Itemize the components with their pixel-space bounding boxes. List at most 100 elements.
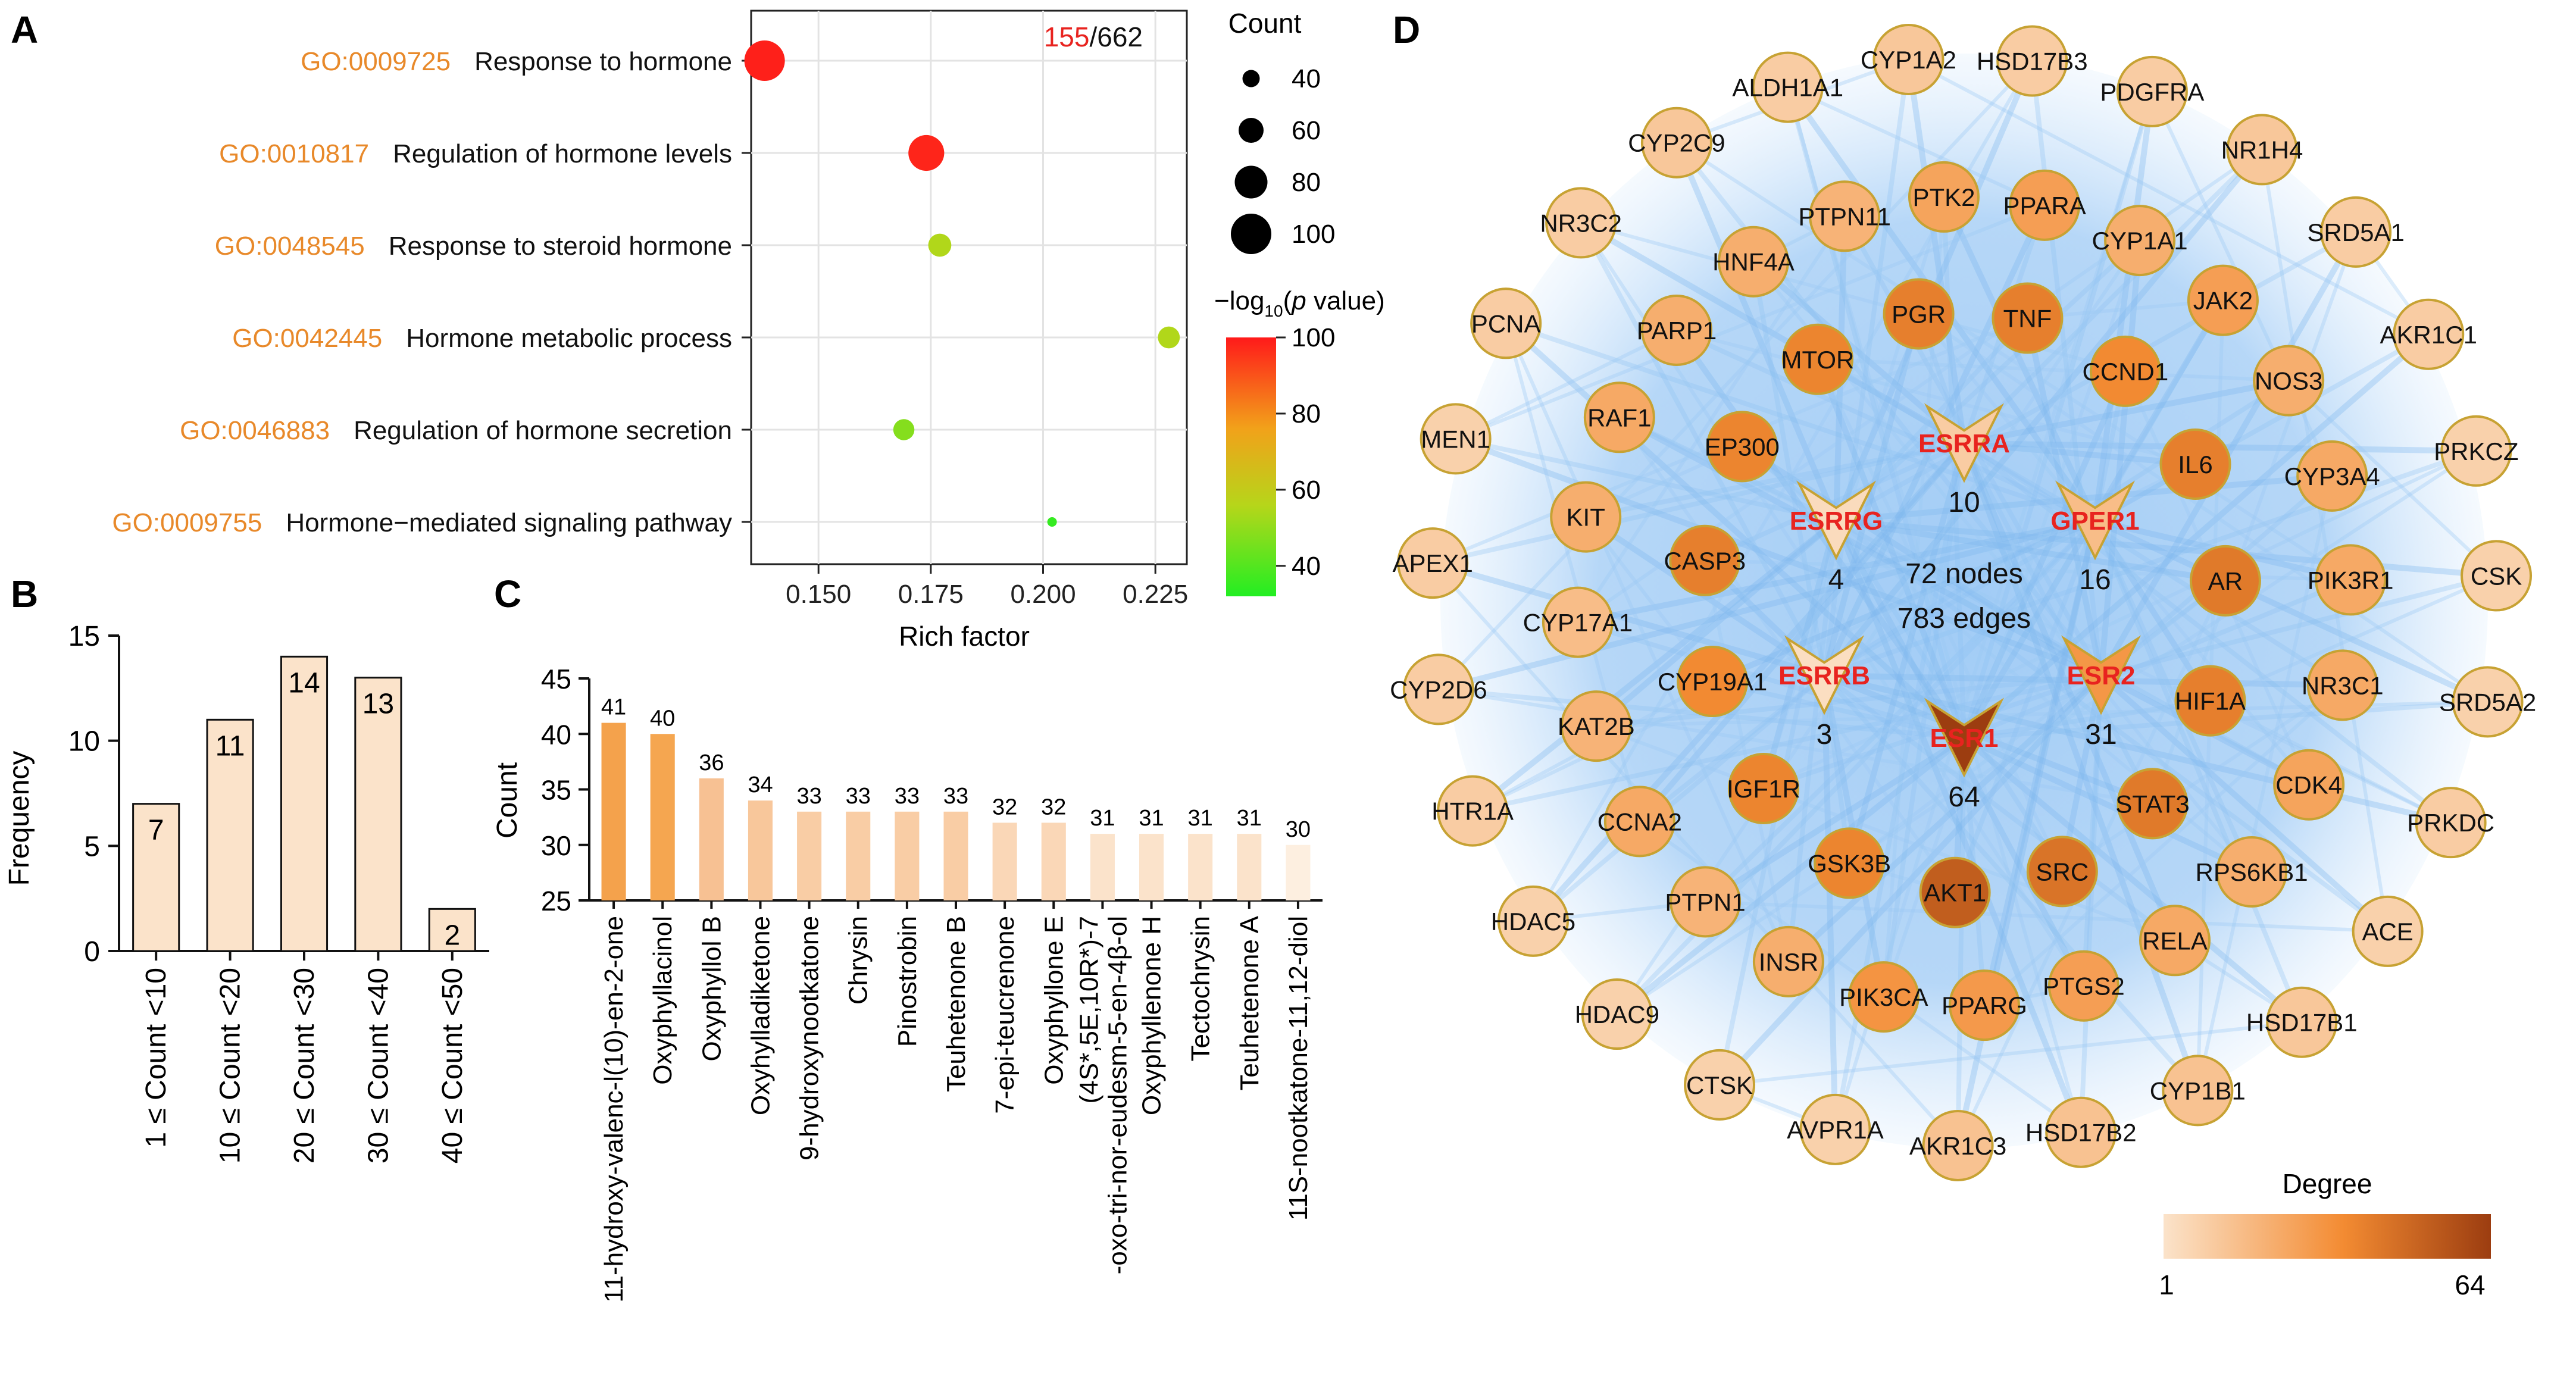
network-edge <box>1881 443 1967 997</box>
compound-bar <box>943 811 968 900</box>
network-edge <box>1822 673 2177 943</box>
panel-c-axes: 25 30 35 40 45 11-hydroxy-valenc-l(10)-en-2-o… <box>541 664 1323 1303</box>
network-node-label: CTSK <box>1686 1071 1753 1099</box>
go-term-label: GO:0010817 Regulation of hormone levels <box>219 139 732 168</box>
network-edge <box>1675 141 2352 581</box>
network-edge <box>2196 476 2334 1091</box>
bar-value-label: 2 <box>444 919 460 951</box>
network-node <box>2162 1055 2234 1127</box>
network-edge <box>1836 518 2226 584</box>
network-node-label: AKR1C1 <box>2380 321 2477 349</box>
size-legend-label: 40 <box>1292 64 1321 93</box>
size-legend-label: 60 <box>1292 116 1321 145</box>
panel-a-x-axis: 0.150 0.175 0.200 0.225 <box>742 60 1188 609</box>
network-node <box>1603 786 1675 858</box>
degree-legend-bar <box>2164 1214 2491 1259</box>
network-edge <box>1821 675 1839 1130</box>
network-node <box>2216 836 2288 908</box>
network-edge <box>2094 332 2430 523</box>
network-edge <box>1981 520 2098 1006</box>
panel-a-term-labels: GO:0009725 Response to hormone GO:0010817 R… <box>112 47 732 537</box>
network-edge <box>1576 215 1846 624</box>
compound-bar <box>1237 834 1262 900</box>
go-term-name: Response to hormone <box>474 47 732 76</box>
x-tick-label: (4S*,5E,10R*)-7-oxo-tri-nor-eudesm-5-en-… <box>1074 916 1132 1274</box>
network-edge <box>1816 358 2064 872</box>
network-edge <box>1836 473 2333 524</box>
network-node-label: ACE <box>2362 918 2413 946</box>
x-tick-label: Teuhetenone B <box>942 916 971 1092</box>
network-edge <box>1455 329 1678 441</box>
network-node <box>1550 481 1622 553</box>
network-node <box>2187 264 2259 336</box>
network-edge <box>1961 370 2128 740</box>
network-node-label: RELA <box>2142 927 2208 955</box>
degree-legend-title: Degree <box>2283 1168 2372 1199</box>
y-tick-label: 5 <box>84 831 100 862</box>
network-node <box>2104 205 2176 277</box>
network-node-label: HTR1A <box>1431 797 1514 825</box>
network-edge <box>1616 449 2477 1016</box>
network-node <box>1752 51 1824 123</box>
network-summary-nodes: 72 nodes <box>1905 558 2023 590</box>
network-edge <box>1962 90 2155 739</box>
network-edge <box>1719 1020 2302 1087</box>
bar-value-label: 32 <box>992 794 1017 819</box>
go-term-id: GO:0009755 <box>112 508 262 537</box>
network-node <box>1420 403 1492 475</box>
network-node-label: PIK3CA <box>1839 983 1928 1011</box>
network-node <box>2415 787 2487 859</box>
network-edge <box>2030 61 2103 676</box>
network-edge <box>1834 519 2065 873</box>
degree-legend-max: 64 <box>2455 1269 2485 1300</box>
network-node <box>1640 107 1712 179</box>
network-edge <box>1961 442 2178 942</box>
network-edge <box>1711 518 2096 684</box>
network-edge <box>1941 196 1967 739</box>
network-edge <box>1751 259 1967 446</box>
network-edge <box>2093 299 2225 523</box>
network-node <box>1996 25 2068 97</box>
network-node-label: EP300 <box>1705 433 1780 461</box>
network-edge <box>1962 331 2431 740</box>
network-edge <box>1712 679 1965 740</box>
network-node-label: PPARA <box>2003 192 2086 220</box>
y-tick-label: 35 <box>541 775 571 806</box>
compound-bar <box>1188 834 1213 900</box>
y-tick-label: 0 <box>84 936 100 968</box>
network-edge <box>1822 379 2290 678</box>
size-legend: 40 60 80 100 <box>1231 64 1335 254</box>
network-edge <box>1638 673 1826 824</box>
network-edge <box>1703 441 1965 563</box>
network-node <box>1397 527 1469 599</box>
histogram-bar <box>354 677 402 952</box>
go-term-id: GO:0010817 <box>219 139 369 168</box>
network-edge <box>1952 520 2097 894</box>
network-nodes: CYP1A2 HSD17B3 PDGFRA NR1H4 SRD5A1 AKR1C1 PRKC… <box>1390 24 2536 1181</box>
go-point <box>1158 326 1180 349</box>
size-legend-title: Count <box>1228 8 1302 39</box>
bar-value-label: 31 <box>1090 806 1115 831</box>
x-tick-label: 10 ≤ Count <20 <box>215 968 246 1163</box>
network-node-label: KIT <box>1567 503 1605 531</box>
go-term-name: Hormone−mediated signaling pathway <box>286 508 732 537</box>
network-node <box>1670 866 1742 938</box>
go-term-label: GO:0009725 Response to hormone <box>301 47 732 76</box>
network-node <box>1922 1109 1994 1181</box>
panel-label-c: C <box>494 573 521 615</box>
compound-bar <box>895 811 920 900</box>
network-node-label: ALDH1A1 <box>1732 74 1843 102</box>
network-node <box>1560 690 1632 762</box>
y-tick-label: 10 <box>68 726 100 758</box>
compound-bar <box>1090 834 1115 900</box>
network-edge <box>1504 323 1790 963</box>
bar-value-label: 33 <box>796 784 821 809</box>
network-node <box>2306 649 2378 721</box>
target-label: ESRRB <box>1778 661 1870 690</box>
x-tick-label: Oxyphyllenone H <box>1137 916 1167 1115</box>
panel-a-count-note: 155/662 <box>1044 21 1143 52</box>
network-node <box>2159 428 2231 500</box>
network-node <box>2320 196 2392 268</box>
x-tick-label: 0.225 <box>1123 580 1188 609</box>
network-node <box>1583 381 1655 453</box>
